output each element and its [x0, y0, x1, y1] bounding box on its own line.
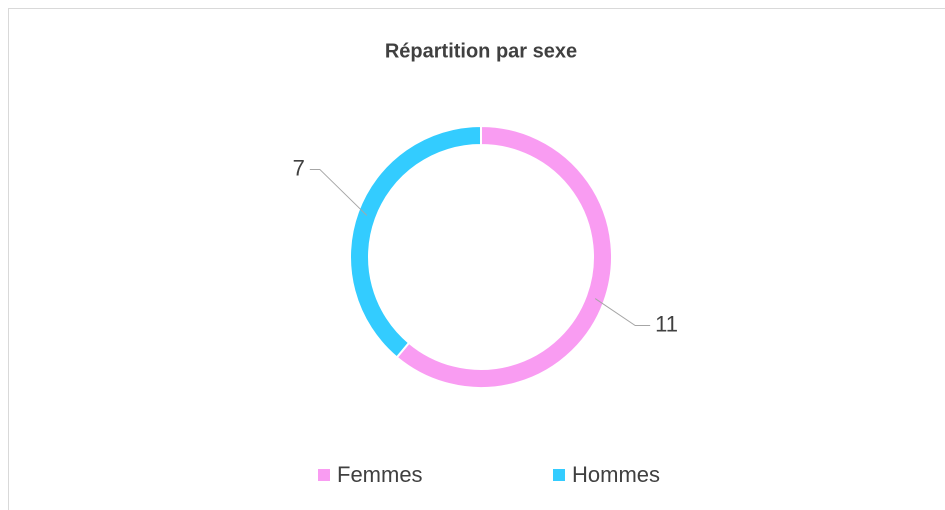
legend-label: Femmes — [337, 462, 423, 487]
data-label: 7 — [293, 155, 305, 180]
chart-title: Répartition par sexe — [385, 40, 577, 62]
chart-border — [8, 8, 945, 510]
donut-segment — [395, 124, 613, 389]
leader-line — [309, 168, 368, 216]
data-label: 11 — [655, 311, 678, 336]
legend-swatch — [553, 469, 565, 481]
leader-line — [594, 298, 651, 327]
legend-swatch — [318, 469, 330, 481]
legend-label: Hommes — [572, 462, 660, 487]
donut-segment — [349, 124, 482, 359]
